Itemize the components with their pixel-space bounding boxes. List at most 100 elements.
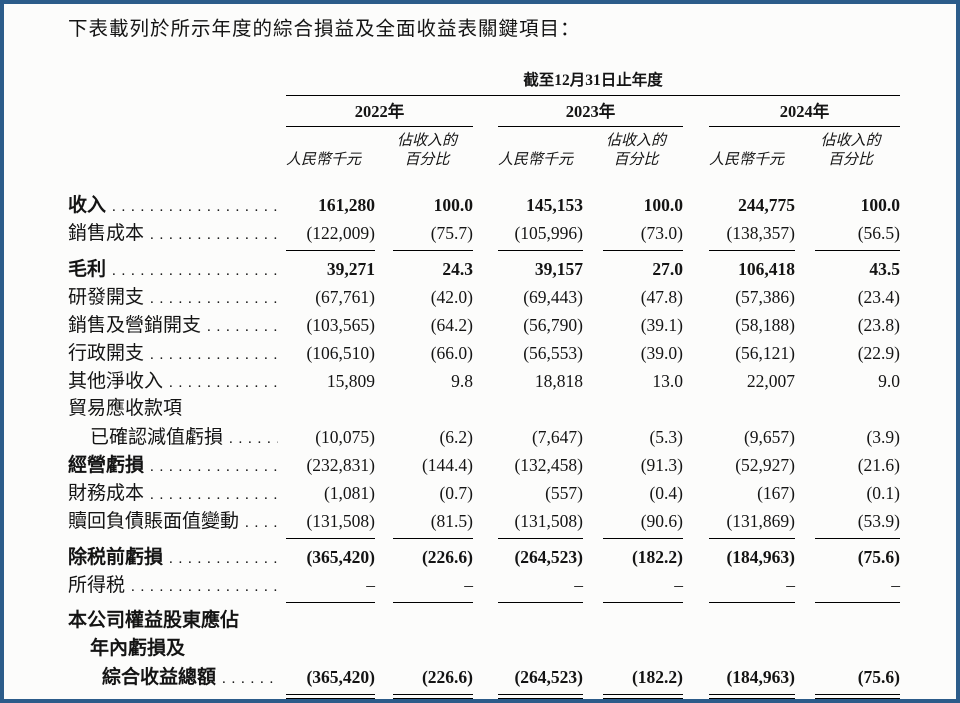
cell-2024-amount: (131,869) xyxy=(709,507,795,539)
dot-leader xyxy=(169,545,278,573)
row-label: 收入 xyxy=(68,195,107,216)
cell-2024-amount: 244,775 xyxy=(738,195,795,215)
group-gap xyxy=(683,98,709,127)
pct-col-header: 佔收入的 百分比 xyxy=(801,132,900,170)
row-label-cell: 銷售成本 xyxy=(68,220,286,249)
cell-2022-percent: (64.2) xyxy=(430,315,473,335)
row-label: 經營虧損 xyxy=(68,455,145,476)
cell-2023-percent: (90.6) xyxy=(603,507,683,539)
cell-2023-amount: 145,153 xyxy=(526,195,583,215)
column-headers-2022: 人民幣千元 佔收入的 百分比 xyxy=(286,132,473,170)
page-content: 下表載列於所示年度的綜合損益及全面收益表關鍵項目： 截至12月31日止年度 20… xyxy=(68,16,900,699)
cell-2023-amount: (56,790) xyxy=(523,315,583,335)
table-rows: 收入 161,280 100.0 145,153 100.0 244,775 1… xyxy=(68,191,900,699)
row-label: 除税前虧損 xyxy=(68,547,164,568)
cell-2024-amount: (138,357) xyxy=(709,219,795,251)
cell-2023-percent: 100.0 xyxy=(643,195,683,215)
cell-2024-percent: (75.6) xyxy=(857,547,900,567)
cell-2024-percent: (75.6) xyxy=(815,663,900,699)
row-label: 財務成本 xyxy=(68,483,145,504)
year-header-2022: 2022年 xyxy=(286,98,473,127)
cell-2023-amount: (131,508) xyxy=(498,507,583,539)
row-label-cell: 其他淨收入 xyxy=(68,368,286,397)
cell-2023-percent: (0.4) xyxy=(649,483,683,503)
row-label-cell: 貿易應收款項 xyxy=(68,395,286,424)
group-gap xyxy=(473,98,498,127)
dot-leader xyxy=(150,341,278,369)
cell-2022-percent: (81.5) xyxy=(393,507,473,539)
cell-2024-percent: (53.9) xyxy=(815,507,900,539)
cell-2023-percent: (73.0) xyxy=(603,219,683,251)
table-row: 貿易應收款項 xyxy=(68,395,900,423)
table-row: 銷售成本 (122,009) (75.7) (105,996) (73.0) (… xyxy=(68,219,900,251)
cell-2024-amount: (52,927) xyxy=(735,455,795,475)
cell-2022-percent: (0.7) xyxy=(439,483,473,503)
cell-2024-percent: (3.9) xyxy=(866,427,900,447)
row-label-cell: 所得税 xyxy=(68,572,286,601)
cell-2022-percent: (226.6) xyxy=(393,663,473,699)
cell-2023-amount: (7,647) xyxy=(531,427,583,447)
cell-2023-amount: (69,443) xyxy=(523,287,583,307)
cell-2024-amount: (57,386) xyxy=(735,287,795,307)
pct-header-line2: 百分比 xyxy=(404,152,450,168)
cell-2024-amount: (58,188) xyxy=(735,315,795,335)
cell-2022-amount: (10,075) xyxy=(315,427,375,447)
cell-2023-amount: 39,157 xyxy=(534,259,583,279)
table-row: 綜合收益總額 (365,420) (226.6) (264,523) (182.… xyxy=(68,663,900,699)
row-label-cell: 本公司權益股東應佔 xyxy=(68,607,286,636)
cell-2024-percent: (23.4) xyxy=(857,287,900,307)
dot-leader xyxy=(207,313,278,341)
cell-2022-amount: 39,271 xyxy=(326,259,375,279)
cell-2022-percent: (226.6) xyxy=(421,547,473,567)
cell-2024-amount: (9,657) xyxy=(743,427,795,447)
cell-2023-percent: (39.0) xyxy=(640,343,683,363)
cell-2022-amount: (232,831) xyxy=(306,455,375,475)
cell-2022-amount: (1,081) xyxy=(323,483,375,503)
cell-2024-percent: (56.5) xyxy=(815,219,900,251)
table-span-header: 截至12月31日止年度 xyxy=(286,68,900,96)
row-label: 研發開支 xyxy=(68,287,145,308)
pct-header-line1: 佔收入的 xyxy=(605,133,666,149)
column-header-row: 人民幣千元 佔收入的 百分比 人民幣千元 佔收入的 百分比 xyxy=(286,132,900,170)
cell-2023-amount: (105,996) xyxy=(498,219,583,251)
year-row: 2022年 2023年 2024年 xyxy=(286,98,900,127)
row-label: 其他淨收入 xyxy=(68,371,164,392)
group-gap xyxy=(683,132,709,170)
row-label-cell: 財務成本 xyxy=(68,480,286,509)
row-label-cell: 行政開支 xyxy=(68,340,286,369)
row-label: 已確認減值虧損 xyxy=(90,427,224,448)
cell-2022-amount: 161,280 xyxy=(318,195,375,215)
cell-2024-percent: (22.9) xyxy=(857,343,900,363)
cell-2022-amount: 15,809 xyxy=(326,371,375,391)
cell-2023-amount: – xyxy=(498,571,583,603)
amount-col-header: 人民幣千元 xyxy=(286,152,362,168)
table-row: 本公司權益股東應佔 xyxy=(68,607,900,635)
cell-2024-percent: 9.0 xyxy=(878,371,900,391)
cell-2022-percent: – xyxy=(393,571,473,603)
cell-2023-percent: 13.0 xyxy=(652,371,683,391)
pct-header-line1: 佔收入的 xyxy=(396,133,457,149)
cell-2022-percent: (75.7) xyxy=(393,219,473,251)
table-row: 研發開支 (67,761) (42.0) (69,443) (47.8) (57… xyxy=(68,283,900,311)
cell-2024-amount: 22,007 xyxy=(746,371,795,391)
group-gap xyxy=(473,132,498,170)
row-label-cell: 綜合收益總額 xyxy=(68,664,286,693)
label-column-spacer xyxy=(68,68,286,170)
cell-2023-percent: (5.3) xyxy=(649,427,683,447)
row-label: 銷售及營銷開支 xyxy=(68,315,202,336)
table-header: 截至12月31日止年度 2022年 2023年 2024年 人民幣千元 佔收入的… xyxy=(68,68,900,170)
cell-2024-percent: (21.6) xyxy=(857,455,900,475)
row-label-cell: 收入 xyxy=(68,192,286,221)
dot-leader xyxy=(150,453,278,481)
pct-header-line1: 佔收入的 xyxy=(820,133,881,149)
amount-col-header: 人民幣千元 xyxy=(498,152,574,168)
row-label-cell: 銷售及營銷開支 xyxy=(68,312,286,341)
row-label: 所得税 xyxy=(68,575,126,596)
cell-2023-percent: 27.0 xyxy=(652,259,683,279)
row-label-cell: 研發開支 xyxy=(68,284,286,313)
cell-2023-amount: (557) xyxy=(545,483,583,503)
cell-2022-amount: (365,420) xyxy=(306,547,375,567)
dot-leader xyxy=(169,369,278,397)
dot-leader xyxy=(131,573,278,601)
